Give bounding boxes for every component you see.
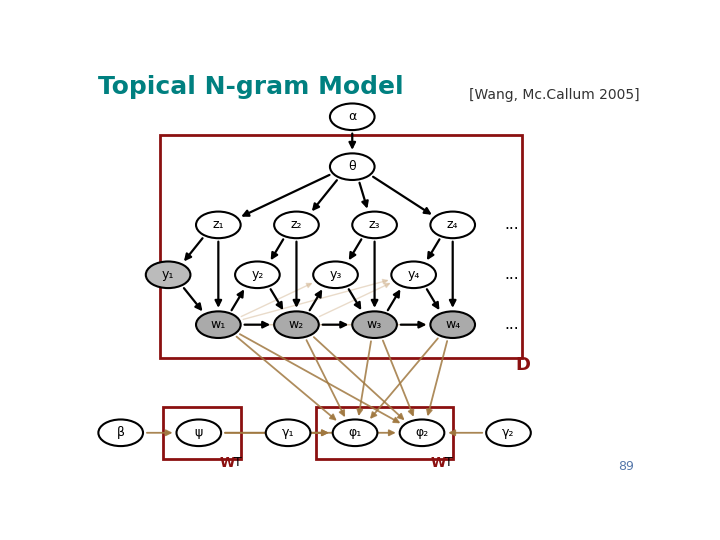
Text: α: α xyxy=(348,110,356,123)
Text: ...: ... xyxy=(504,218,518,232)
Text: ψ: ψ xyxy=(194,426,203,439)
Bar xyxy=(316,407,453,459)
Ellipse shape xyxy=(196,212,240,238)
Ellipse shape xyxy=(431,212,475,238)
Text: γ₂: γ₂ xyxy=(503,426,515,439)
Text: w₃: w₃ xyxy=(367,318,382,331)
Text: y₃: y₃ xyxy=(329,268,342,281)
Text: D: D xyxy=(516,356,530,374)
Ellipse shape xyxy=(352,212,397,238)
Text: Topical N-gram Model: Topical N-gram Model xyxy=(99,75,404,99)
Text: φ₂: φ₂ xyxy=(415,426,428,439)
Text: ...: ... xyxy=(504,267,518,282)
Text: y₁: y₁ xyxy=(162,268,174,281)
Text: φ₁: φ₁ xyxy=(348,426,361,439)
Text: w₁: w₁ xyxy=(211,318,226,331)
Ellipse shape xyxy=(333,420,377,446)
Ellipse shape xyxy=(145,261,191,288)
Text: [Wang, Mc.Callum 2005]: [Wang, Mc.Callum 2005] xyxy=(469,87,639,102)
Text: w₂: w₂ xyxy=(289,318,304,331)
Text: T: T xyxy=(234,456,242,469)
Ellipse shape xyxy=(352,312,397,338)
Text: z₄: z₄ xyxy=(447,218,459,231)
Bar xyxy=(163,407,240,459)
Text: W: W xyxy=(220,456,235,470)
Ellipse shape xyxy=(392,261,436,288)
Text: z₃: z₃ xyxy=(369,218,380,231)
Ellipse shape xyxy=(330,153,374,180)
Ellipse shape xyxy=(400,420,444,446)
Ellipse shape xyxy=(486,420,531,446)
Text: 89: 89 xyxy=(618,460,634,473)
Ellipse shape xyxy=(330,104,374,130)
Bar xyxy=(160,136,523,358)
Ellipse shape xyxy=(274,212,319,238)
Text: ...: ... xyxy=(504,317,518,332)
Text: w₄: w₄ xyxy=(445,318,460,331)
Ellipse shape xyxy=(235,261,279,288)
Ellipse shape xyxy=(274,312,319,338)
Text: z₂: z₂ xyxy=(291,218,302,231)
Text: z₁: z₁ xyxy=(212,218,224,231)
Text: T: T xyxy=(445,456,453,469)
Ellipse shape xyxy=(313,261,358,288)
Text: y₂: y₂ xyxy=(251,268,264,281)
Text: θ: θ xyxy=(348,160,356,173)
Text: β: β xyxy=(117,426,125,439)
Ellipse shape xyxy=(196,312,240,338)
Text: γ₁: γ₁ xyxy=(282,426,294,439)
Text: y₄: y₄ xyxy=(408,268,420,281)
Text: W: W xyxy=(431,456,446,470)
Ellipse shape xyxy=(431,312,475,338)
Ellipse shape xyxy=(266,420,310,446)
Ellipse shape xyxy=(176,420,221,446)
Ellipse shape xyxy=(99,420,143,446)
